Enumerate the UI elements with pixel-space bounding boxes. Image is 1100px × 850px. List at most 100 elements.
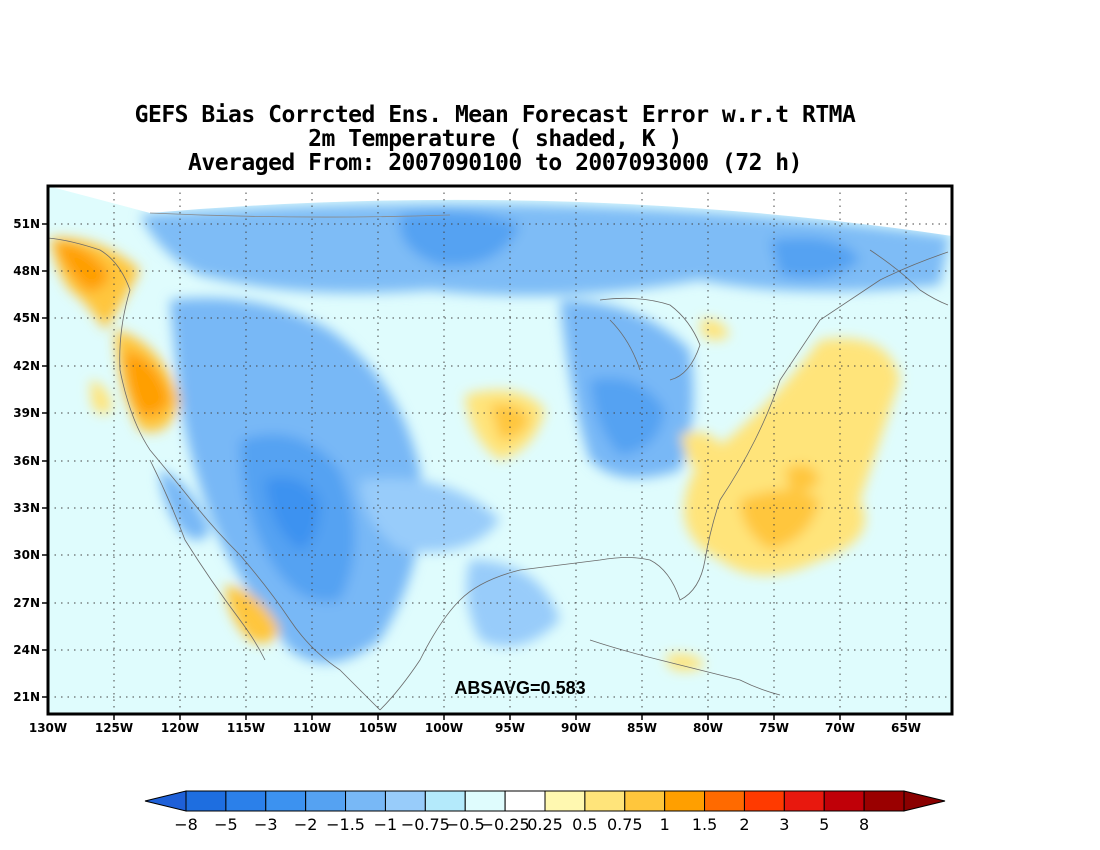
lon-label: 70W	[825, 721, 855, 735]
title-line-2: 2m Temperature ( shaded, K )	[308, 126, 682, 152]
colorbar-label: 8	[859, 815, 869, 834]
coastline-west	[48, 237, 381, 711]
blob-coast-light	[90, 380, 112, 414]
colorbar-cell	[265, 790, 307, 812]
colorbar-label: 0.75	[607, 815, 643, 834]
lat-label: 39N	[13, 406, 40, 420]
map-frame	[46, 184, 954, 716]
colorbar-extend-low	[144, 790, 187, 812]
colorbar-label: −0.25	[481, 815, 530, 834]
title-line-3: Averaged From: 2007090100 to 2007093000 …	[188, 150, 802, 176]
colorbar: −8 −5 −3 −2 −1.5 −1 −0.75−0.5−0.250.25 0.5 0.75 1…	[144, 790, 946, 834]
blob-atlantic-core	[785, 464, 820, 492]
colorbar-cell	[464, 790, 506, 812]
colorbar-label: −1.5	[326, 815, 365, 834]
lon-label: 85W	[627, 721, 657, 735]
lon-label: 120W	[161, 721, 199, 735]
blob-mexico-warm	[225, 585, 280, 644]
colorbar-cell	[823, 790, 865, 812]
colorbar-label: −3	[254, 815, 278, 834]
colorbar-cell	[305, 790, 347, 812]
colorbar-cell	[863, 790, 905, 812]
colorbar-cell	[743, 790, 785, 812]
latitude-labels: 51N 48N 45N 42N 39N 36N 33N 30N 27N 24N …	[13, 217, 40, 704]
lon-label: 110W	[293, 721, 331, 735]
lon-label: 115W	[227, 721, 265, 735]
colorbar-label: −1	[374, 815, 398, 834]
lon-label: 130W	[29, 721, 67, 735]
lon-label: 90W	[561, 721, 591, 735]
axis-ticks	[42, 223, 907, 720]
blob-california-core	[125, 350, 170, 416]
lon-label: 80W	[693, 721, 723, 735]
lon-label: 65W	[891, 721, 921, 735]
shaded-field	[48, 186, 952, 714]
lat-label: 30N	[13, 548, 40, 562]
colorbar-cell	[424, 790, 466, 812]
lat-label: 51N	[13, 217, 40, 231]
colorbar-cell	[704, 790, 745, 812]
lon-label: 100W	[425, 721, 463, 735]
colorbar-cell	[384, 790, 426, 812]
lat-label: 36N	[13, 454, 40, 468]
colorbar-label: −8	[174, 815, 198, 834]
colorbar-label: −0.5	[446, 815, 485, 834]
shaded-blobs	[50, 203, 950, 671]
blob-baja-blue	[160, 470, 210, 540]
colorbar-label: −0.75	[401, 815, 450, 834]
blob-kansas-core	[490, 404, 530, 440]
colorbar-label: −5	[214, 815, 238, 834]
longitude-labels: 130W 125W 120W 115W 110W 105W 100W 95W 9…	[29, 721, 921, 735]
lon-label: 75W	[759, 721, 789, 735]
lat-label: 45N	[13, 311, 40, 325]
lon-label: 105W	[359, 721, 397, 735]
blob-great-lakes-warm	[700, 319, 730, 340]
colorbar-cell	[225, 790, 267, 812]
lat-label: 42N	[13, 359, 40, 373]
coastline-gulf-atlantic	[379, 251, 949, 711]
colorbar-labels: −8 −5 −3 −2 −1.5 −1 −0.75−0.5−0.250.25 0.5 0.75 1…	[174, 815, 869, 834]
colorbar-extend-high	[903, 790, 946, 812]
blob-atlantic-warm	[740, 490, 820, 550]
colorbar-label: 0.5	[572, 815, 597, 834]
border-canada	[149, 212, 451, 218]
coastline-canada-east	[869, 249, 949, 306]
colorbar-cell	[544, 790, 586, 812]
colorbar-label: 1	[660, 815, 670, 834]
blob-north-dark	[399, 211, 520, 266]
great-lakes	[599, 297, 701, 381]
colorbar-cell	[185, 790, 227, 812]
colorbar-cell	[584, 790, 626, 812]
lat-label: 33N	[13, 501, 40, 515]
colorbar-label: 5	[819, 815, 829, 834]
blob-north-band	[140, 203, 950, 296]
coastline-baja	[149, 459, 266, 661]
colorbar-cell	[345, 790, 386, 812]
lon-label: 95W	[495, 721, 525, 735]
blob-carolina-warm	[680, 432, 725, 466]
lat-label: 24N	[13, 643, 40, 657]
blob-caribbean-warm	[665, 653, 705, 671]
blob-pnw-core	[55, 242, 110, 291]
blob-midwest-dark	[590, 378, 665, 455]
colorbar-cell	[664, 790, 706, 812]
cuba-outline	[589, 639, 781, 696]
lon-label: 125W	[95, 721, 133, 735]
coastlines	[48, 212, 949, 711]
lat-lon-grid	[48, 186, 952, 714]
colorbar-label: 3	[779, 815, 789, 834]
lat-label: 48N	[13, 264, 40, 278]
lat-label: 27N	[13, 596, 40, 610]
blob-east-warm	[684, 338, 900, 575]
colorbar-label: 2	[739, 815, 749, 834]
absavg-annotation: ABSAVG=0.583	[454, 678, 585, 698]
title-line-1: GEFS Bias Corrcted Ens. Mean Forecast Er…	[134, 102, 856, 128]
colorbar-cells	[185, 790, 905, 812]
colorbar-cell	[624, 790, 666, 812]
colorbar-label: 1.5	[692, 815, 717, 834]
lat-label: 21N	[13, 690, 40, 704]
colorbar-cell	[504, 790, 546, 812]
blob-northeast-dark	[770, 237, 860, 278]
colorbar-label: 0.25	[527, 815, 563, 834]
